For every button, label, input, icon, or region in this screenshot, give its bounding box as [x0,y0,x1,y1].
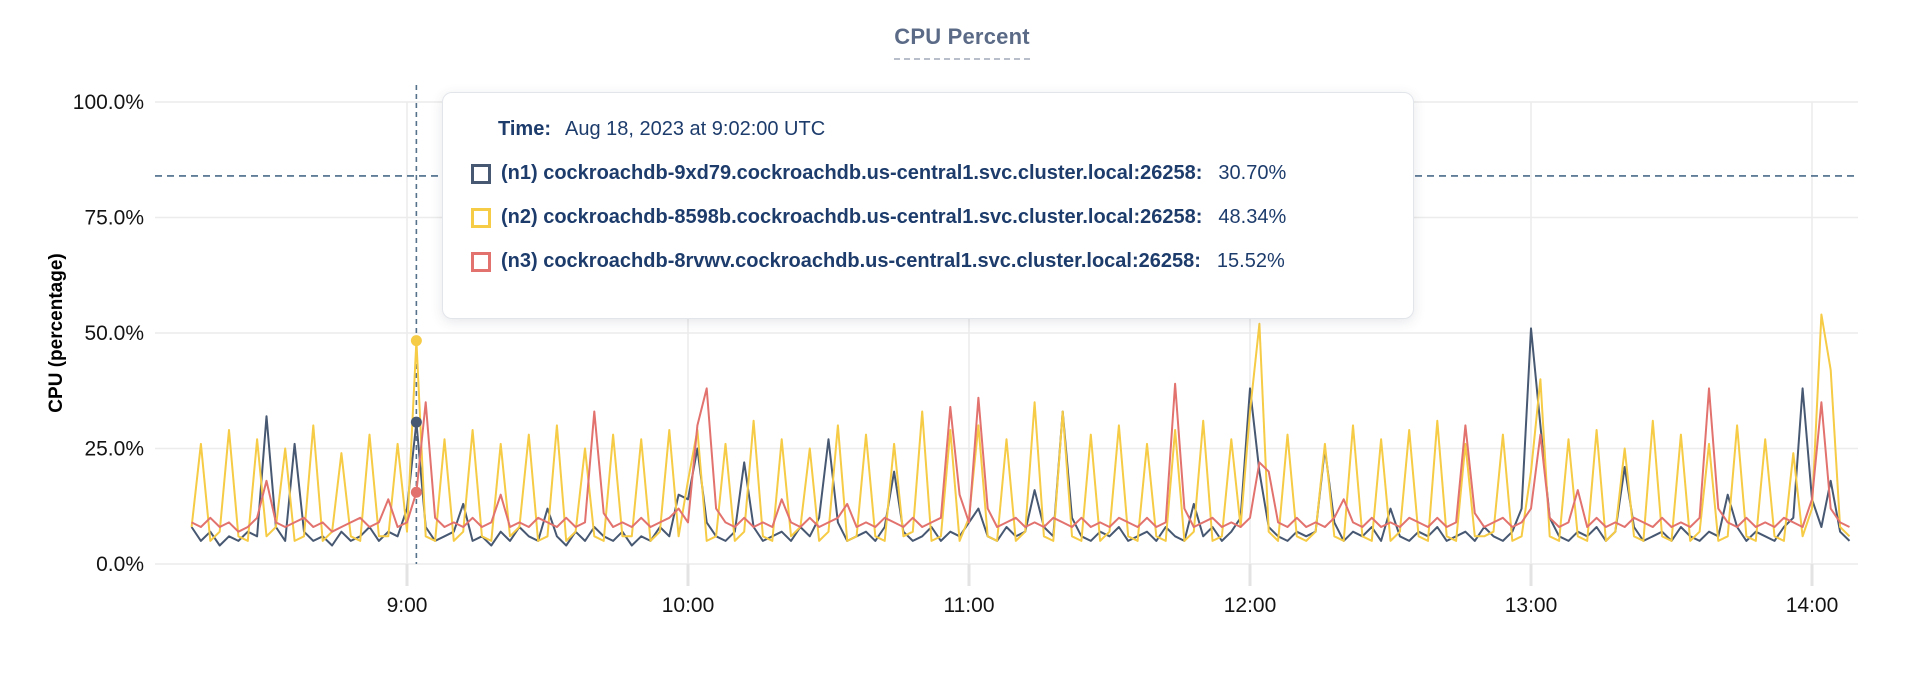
series-value: 30.70% [1218,162,1287,184]
x-axis-tick-label: 11:00 [944,594,995,617]
y-axis-tick-label: 0.0% [96,553,144,576]
y-axis-tick-label: 25.0% [84,438,144,461]
y-axis-tick-label: 75.0% [84,207,144,230]
x-axis-tick-label: 13:00 [1505,594,1558,617]
series-value: 48.34% [1218,206,1287,228]
series-color-swatch-n3 [471,251,491,272]
chart-title[interactable]: CPU Percent [894,24,1030,60]
x-axis-tick-label: 10:00 [662,594,715,617]
hover-dot-n2 [410,335,422,347]
series-color-swatch-n2 [471,207,491,228]
x-axis-tick [686,564,690,586]
series-label: (n2) cockroachdb-8598b.cockroachdb.us-ce… [501,206,1203,228]
tooltip-series-row-n3: (n3) cockroachdb-8rvwv.cockroachdb.us-ce… [471,250,1413,273]
x-axis-tick [1810,564,1814,586]
hover-dot-n1 [410,416,422,428]
series-line-n1[interactable] [190,327,1851,547]
tooltip-time-value: Aug 18, 2023 at 9:02:00 UTC [564,118,826,140]
hover-dot-n3 [410,486,422,498]
tooltip-series-row-n1: (n1) cockroachdb-9xd79.cockroachdb.us-ce… [471,162,1413,185]
series-label: (n1) cockroachdb-9xd79.cockroachdb.us-ce… [501,162,1203,184]
series-color-swatch-n1 [471,163,491,184]
x-axis-tick [967,564,971,586]
series-label: (n3) cockroachdb-8rvwv.cockroachdb.us-ce… [501,250,1201,272]
x-axis-tick-label: 9:00 [387,594,428,617]
chart-hover-tooltip: Time: Aug 18, 2023 at 9:02:00 UTC (n1) co… [442,92,1414,319]
chart-title-wrap: CPU Percent [0,24,1924,60]
x-axis-tick [1529,564,1533,586]
x-axis-tick-label: 14:00 [1786,594,1839,617]
tooltip-time-label: Time: [498,118,551,140]
x-axis-tick [405,564,409,586]
x-axis-tick [1248,564,1252,586]
y-axis-tick-label: 50.0% [84,322,144,345]
y-axis-tick-label: 100.0% [73,91,144,114]
x-axis-tick-label: 12:00 [1224,594,1277,617]
series-value: 15.52% [1216,250,1285,272]
series-line-n3[interactable] [191,382,1850,533]
tooltip-time-row: Time: Aug 18, 2023 at 9:02:00 UTC [498,118,1413,141]
series-line-n2[interactable] [190,313,1851,542]
tooltip-series-row-n2: (n2) cockroachdb-8598b.cockroachdb.us-ce… [471,206,1413,229]
y-axis-title: CPU (percentage) [46,253,67,412]
